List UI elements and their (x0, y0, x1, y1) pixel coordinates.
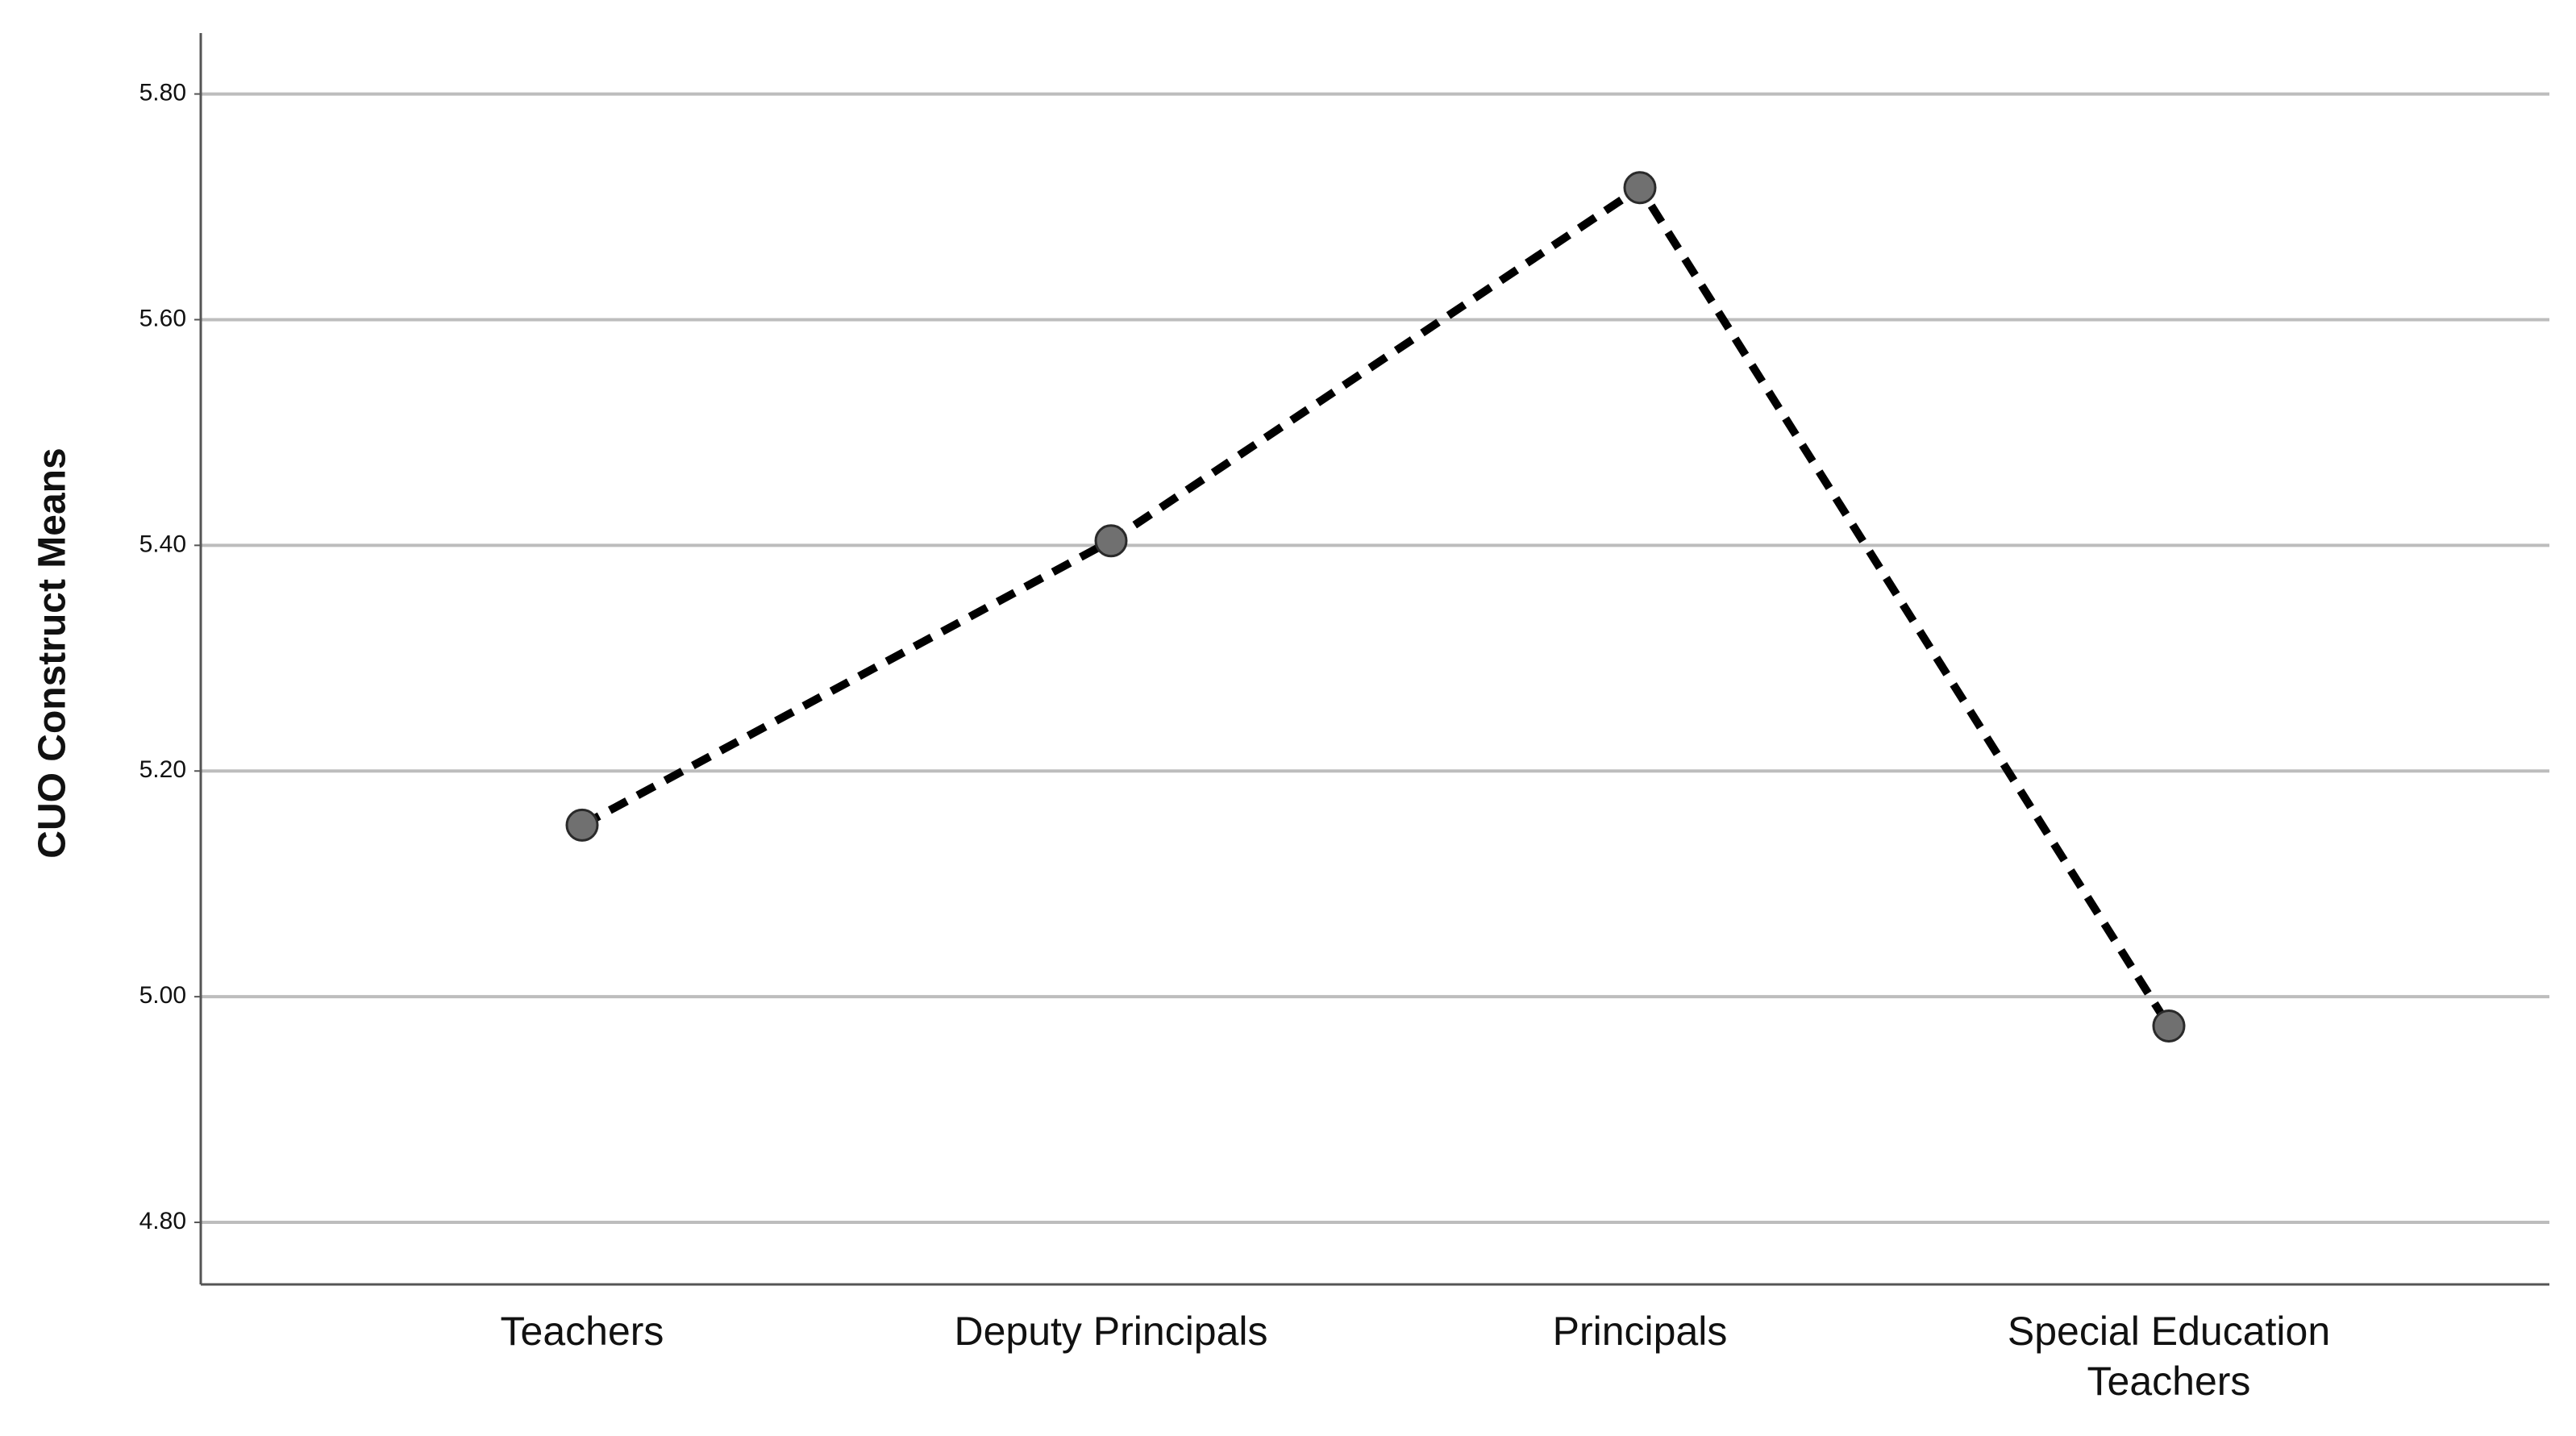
x-tick-label: Deputy Principals (954, 1309, 1267, 1354)
marker (1623, 171, 1657, 205)
marker (1094, 524, 1128, 558)
y-tick-label: 5.00 (139, 982, 186, 1009)
line (580, 181, 2173, 1029)
marker (565, 808, 599, 842)
y-tick-label: 5.20 (139, 756, 186, 783)
x-tick-label: Principals (1553, 1309, 1728, 1354)
x-tick-label: Teachers (501, 1309, 664, 1354)
y-axis-title: CUO Construct Means (31, 447, 74, 858)
marker (2152, 1009, 2186, 1043)
x-tick-label: Special Education Teachers (2008, 1309, 2330, 1404)
y-tick-label: 5.80 (139, 79, 186, 106)
y-tick-label: 5.40 (139, 531, 186, 557)
y-tick-label: 5.60 (139, 305, 186, 331)
y-tick-label: 4.80 (139, 1208, 186, 1234)
